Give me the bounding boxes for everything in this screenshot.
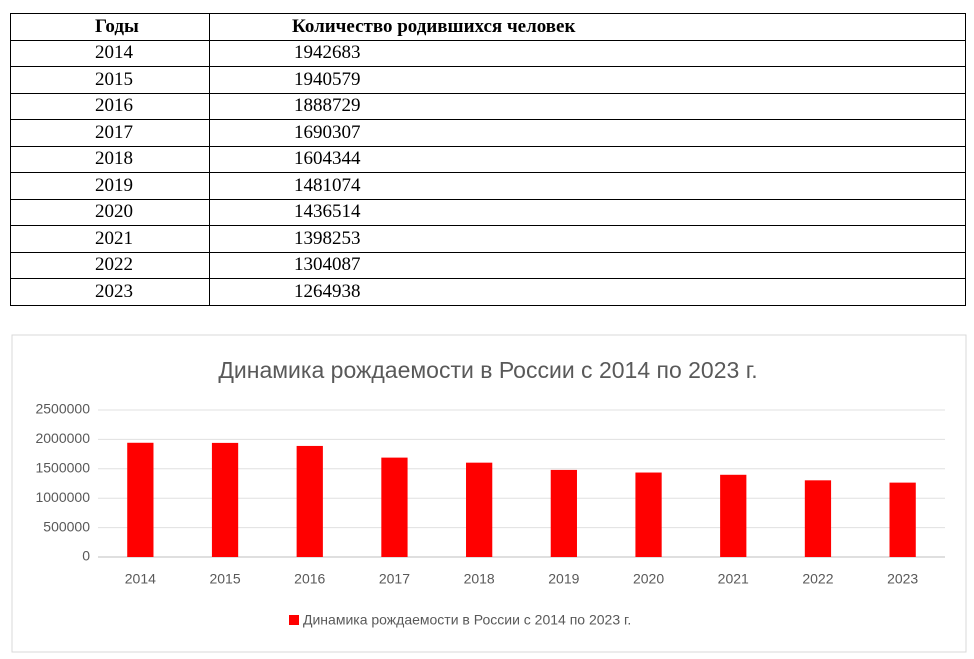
year-cell: 2023 xyxy=(10,278,210,306)
births-cell: 1942683 xyxy=(209,39,966,67)
y-tick-label: 500000 xyxy=(43,518,90,534)
bar xyxy=(889,482,916,557)
births-cell: 1436514 xyxy=(209,198,966,226)
table-row: 2020 1436514 xyxy=(10,198,966,226)
bar xyxy=(127,442,154,557)
y-tick-label: 2000000 xyxy=(35,430,90,446)
bar xyxy=(466,462,493,557)
legend-label: Динамика рождаемости в России с 2014 по … xyxy=(303,612,631,628)
year-cell: 2018 xyxy=(10,145,210,173)
x-tick-label: 2019 xyxy=(548,571,579,587)
table-row: 2019 1481074 xyxy=(10,172,966,200)
bar xyxy=(296,445,323,557)
year-cell: 2019 xyxy=(10,172,210,200)
header-cell: Годы xyxy=(10,13,210,41)
y-tick-label: 0 xyxy=(82,548,90,564)
table-row: 2018 1604344 xyxy=(10,145,966,173)
y-tick-label: 1500000 xyxy=(35,460,90,476)
births-cell: 1481074 xyxy=(209,172,966,200)
x-tick-label: 2022 xyxy=(802,571,833,587)
table-row: 2014 1942683 xyxy=(10,39,966,67)
table-row: 2022 1304087 xyxy=(10,251,966,279)
year-cell: 2021 xyxy=(10,225,210,253)
x-tick-label: 2017 xyxy=(379,571,410,587)
table-row: 2017 1690307 xyxy=(10,119,966,147)
legend-swatch xyxy=(289,615,299,625)
x-tick-label: 2023 xyxy=(887,571,918,587)
table-row: 2016 1888729 xyxy=(10,92,966,120)
year-cell: 2020 xyxy=(10,198,210,226)
births-cell: 1690307 xyxy=(209,119,966,147)
births-cell: 1398253 xyxy=(209,225,966,253)
chart-title: Динамика рождаемости в России с 2014 по … xyxy=(218,357,757,383)
bar xyxy=(804,480,832,557)
bar xyxy=(550,469,577,557)
bar xyxy=(635,472,662,557)
bar xyxy=(211,442,239,557)
data-table: Годы Количество родившихся человек 2014 1… xyxy=(10,13,966,306)
table-row: 2015 1940579 xyxy=(10,66,966,94)
x-tick-label: 2018 xyxy=(464,571,495,587)
x-tick-label: 2016 xyxy=(294,571,325,587)
births-cell: 1888729 xyxy=(209,92,966,120)
header-row: Годы Количество родившихся человек xyxy=(10,13,966,41)
x-tick-label: 2020 xyxy=(633,571,664,587)
births-cell: 1264938 xyxy=(209,278,966,306)
bar xyxy=(381,457,408,557)
table-row: 2023 1264938 xyxy=(10,278,966,306)
year-cell: 2016 xyxy=(10,92,210,120)
x-tick-label: 2021 xyxy=(718,571,749,587)
y-tick-label: 2500000 xyxy=(35,401,90,417)
table-row: 2021 1398253 xyxy=(10,225,966,253)
year-cell: 2017 xyxy=(10,119,210,147)
bar xyxy=(720,474,747,557)
births-cell: 1304087 xyxy=(209,251,966,279)
header-cell: Количество родившихся человек xyxy=(209,13,966,41)
x-tick-label: 2015 xyxy=(209,571,240,587)
y-tick-label: 1000000 xyxy=(35,489,90,505)
births-cell: 1604344 xyxy=(209,145,966,173)
x-tick-label: 2014 xyxy=(125,571,156,587)
